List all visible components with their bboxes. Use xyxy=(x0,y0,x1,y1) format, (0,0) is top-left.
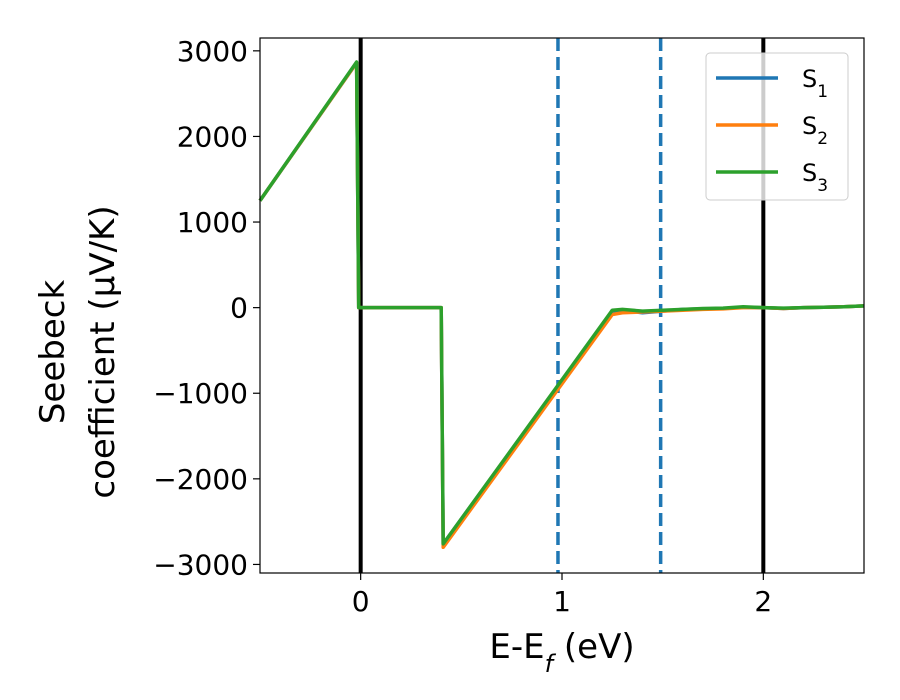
x-tick-label: 1 xyxy=(553,585,571,618)
y-axis: 3000 2000 1000 0 −1000 −2000 −3000 xyxy=(153,35,260,581)
y-tick-label: −2000 xyxy=(153,463,248,496)
x-axis-label: E-Ef (eV) xyxy=(489,627,634,678)
legend: S1 S2 S3 xyxy=(705,52,849,201)
y-axis-label-line2: coefficient (μV/K) xyxy=(83,205,123,498)
y-tick-label: 0 xyxy=(230,292,248,325)
y-axis-label: Seebeck coefficient (μV/K) xyxy=(33,205,123,498)
legend-label-1: S1 xyxy=(802,65,828,102)
legend-label-2: S2 xyxy=(802,112,828,149)
series-line-3 xyxy=(258,60,865,546)
x-tick-label: 2 xyxy=(754,585,772,618)
y-tick-label: 1000 xyxy=(177,206,248,239)
y-tick-label: −3000 xyxy=(153,548,248,581)
y-tick-label: 3000 xyxy=(177,35,248,68)
y-axis-label-line1: Seebeck xyxy=(33,280,73,425)
x-axis: 0 1 2 xyxy=(352,573,772,618)
legend-label-3: S3 xyxy=(802,159,828,196)
series-layer xyxy=(258,60,865,550)
y-tick-label: 2000 xyxy=(177,120,248,153)
x-tick-label: 0 xyxy=(352,585,370,618)
y-tick-label: −1000 xyxy=(153,377,248,410)
